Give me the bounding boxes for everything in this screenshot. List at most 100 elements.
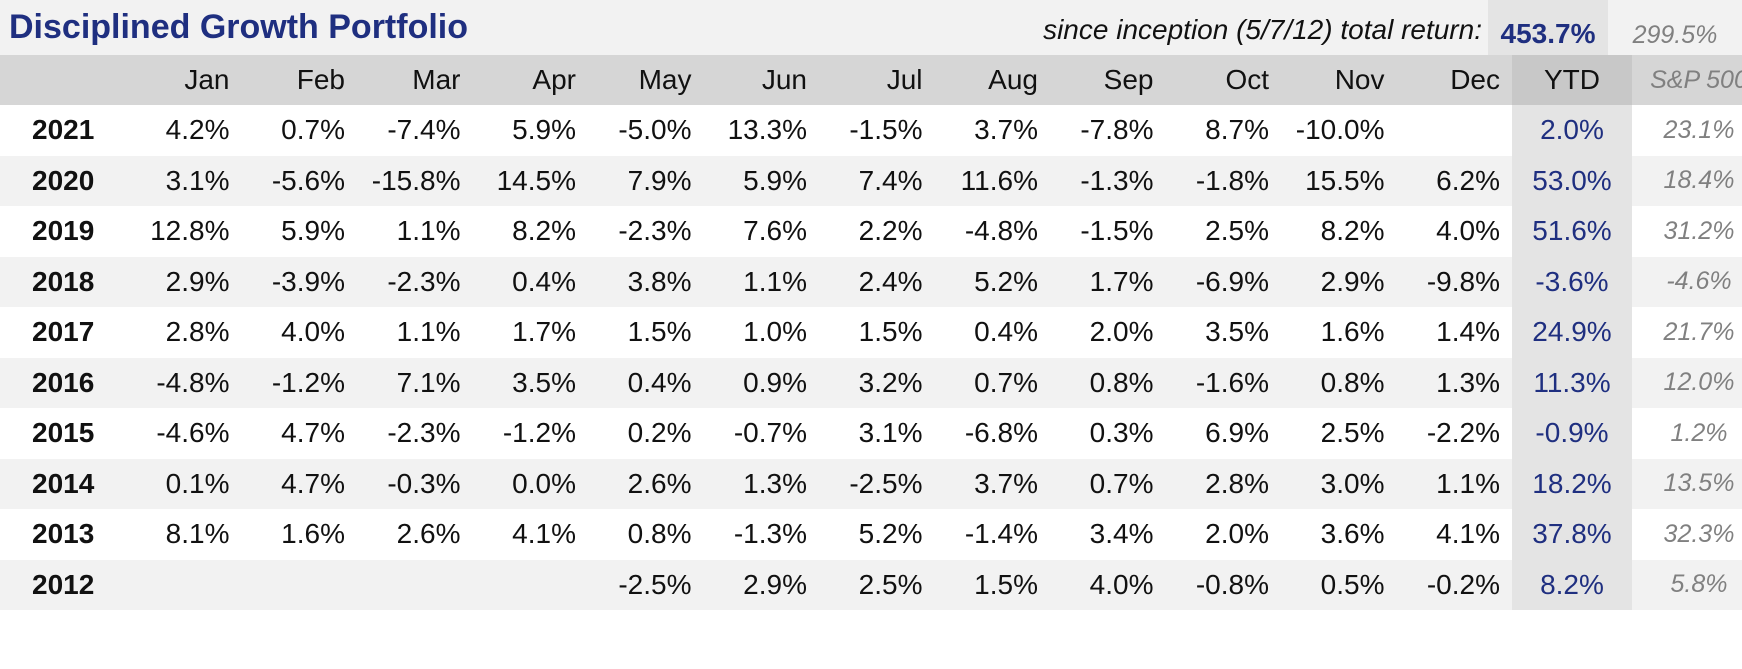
month-return-cell: 3.2% [819, 357, 935, 408]
month-return-cell: 4.1% [1396, 509, 1512, 560]
month-return-cell: 4.7% [241, 458, 357, 509]
month-return-cell: 0.7% [934, 357, 1050, 408]
sp500-return-cell: 18.4% [1632, 155, 1742, 206]
month-return-cell: 2.5% [1165, 206, 1281, 257]
month-return-cell: 0.5% [1281, 559, 1397, 610]
month-return-cell: -0.7% [703, 408, 819, 459]
since-inception-label: since inception (5/7/12) total return: [1043, 14, 1482, 45]
month-return-cell: -4.8% [934, 206, 1050, 257]
month-return-cell: -1.3% [1050, 155, 1166, 206]
since-inception-portfolio-return: 453.7% [1488, 0, 1608, 55]
month-return-cell: 2.0% [1050, 307, 1166, 358]
month-return-cell: -1.2% [472, 408, 588, 459]
table-row: 2012 -2.5% 2.9% 2.5% 1.5% 4.0% -0.8% 0.5% -0.2% 8… [0, 559, 1742, 610]
month-return-cell: 2.0% [1165, 509, 1281, 560]
month-return-cell: 1.5% [819, 307, 935, 358]
month-return-cell: -7.4% [357, 105, 473, 156]
month-return-cell: -1.5% [1050, 206, 1166, 257]
month-return-cell [472, 559, 588, 610]
month-return-cell: -6.9% [1165, 256, 1281, 307]
table-row: 2015 -4.6% 4.7% -2.3% -1.2% 0.2% -0.7% 3.1% -6.8… [0, 408, 1742, 459]
month-return-cell: 1.7% [472, 307, 588, 358]
month-return-cell: -15.8% [357, 155, 473, 206]
column-header-aug: Aug [934, 55, 1050, 105]
sp500-return-cell: 13.5% [1632, 458, 1742, 509]
month-return-cell: 0.8% [1281, 357, 1397, 408]
month-return-cell: -1.6% [1165, 357, 1281, 408]
table-row: 2016 -4.8% -1.2% 7.1% 3.5% 0.4% 0.9% 3.2% 0.7% 0.… [0, 357, 1742, 408]
month-return-cell: 0.7% [1050, 458, 1166, 509]
month-return-cell: 8.7% [1165, 105, 1281, 156]
month-return-cell: 0.1% [126, 458, 242, 509]
month-return-cell: 3.8% [588, 256, 704, 307]
month-return-cell: 2.5% [819, 559, 935, 610]
month-return-cell: -1.8% [1165, 155, 1281, 206]
table-row: 2019 12.8% 5.9% 1.1% 8.2% -2.3% 7.6% 2.2% -4.8% -… [0, 206, 1742, 257]
table-row: 2020 3.1% -5.6% -15.8% 14.5% 7.9% 5.9% 7.4% 11.6… [0, 155, 1742, 206]
table-row: 2018 2.9% -3.9% -2.3% 0.4% 3.8% 1.1% 2.4% 5.2% 1.… [0, 256, 1742, 307]
month-return-cell: 3.4% [1050, 509, 1166, 560]
column-header-sep: Sep [1050, 55, 1166, 105]
month-return-cell: 0.4% [588, 357, 704, 408]
month-return-cell: 1.1% [357, 307, 473, 358]
ytd-return-cell: 18.2% [1512, 458, 1632, 509]
column-header-may: May [588, 55, 704, 105]
month-return-cell: -1.5% [819, 105, 935, 156]
returns-panel: Disciplined Growth Portfolio since incep… [0, 0, 1742, 610]
month-return-cell: 3.7% [934, 458, 1050, 509]
sp500-return-cell: 1.2% [1632, 408, 1742, 459]
month-return-cell: -6.8% [934, 408, 1050, 459]
month-return-cell: 1.1% [357, 206, 473, 257]
monthly-returns-table: Jan Feb Mar Apr May Jun Jul Aug Sep Oct Nov Dec YTD S… [0, 55, 1742, 610]
month-return-cell: -9.8% [1396, 256, 1512, 307]
month-return-cell: -0.2% [1396, 559, 1512, 610]
month-return-cell: 2.9% [1281, 256, 1397, 307]
row-year: 2020 [0, 155, 126, 206]
row-year: 2014 [0, 458, 126, 509]
month-return-cell: 3.0% [1281, 458, 1397, 509]
sp500-return-cell: 21.7% [1632, 307, 1742, 358]
column-header-year [0, 55, 126, 105]
column-header-ytd: YTD [1512, 55, 1632, 105]
month-return-cell: 0.4% [472, 256, 588, 307]
month-return-cell: 2.2% [819, 206, 935, 257]
month-return-cell: 15.5% [1281, 155, 1397, 206]
month-return-cell: 3.7% [934, 105, 1050, 156]
ytd-return-cell: 37.8% [1512, 509, 1632, 560]
ytd-return-cell: 24.9% [1512, 307, 1632, 358]
month-return-cell [241, 559, 357, 610]
column-header-sp500: S&P 500 [1632, 55, 1742, 105]
month-return-cell: 2.8% [1165, 458, 1281, 509]
month-return-cell [1396, 105, 1512, 156]
month-return-cell: 0.8% [588, 509, 704, 560]
column-header-feb: Feb [241, 55, 357, 105]
ytd-return-cell: 51.6% [1512, 206, 1632, 257]
month-return-cell: 12.8% [126, 206, 242, 257]
month-return-cell: 7.6% [703, 206, 819, 257]
month-return-cell: 5.9% [472, 105, 588, 156]
column-header-jun: Jun [703, 55, 819, 105]
month-return-cell: 0.7% [241, 105, 357, 156]
month-return-cell: 7.4% [819, 155, 935, 206]
month-return-cell: 13.3% [703, 105, 819, 156]
month-return-cell: -5.6% [241, 155, 357, 206]
month-return-cell: 4.1% [472, 509, 588, 560]
month-return-cell: 4.0% [241, 307, 357, 358]
month-return-cell: 2.6% [357, 509, 473, 560]
since-inception-sp500-return: 299.5% [1632, 21, 1718, 49]
month-return-cell: 1.5% [934, 559, 1050, 610]
row-year: 2017 [0, 307, 126, 358]
month-return-cell: 1.6% [241, 509, 357, 560]
month-return-cell: 5.2% [819, 509, 935, 560]
month-return-cell: -1.4% [934, 509, 1050, 560]
month-return-cell: 0.4% [934, 307, 1050, 358]
month-return-cell: 1.1% [1396, 458, 1512, 509]
page-title: Disciplined Growth Portfolio [9, 8, 468, 46]
month-return-cell: 11.6% [934, 155, 1050, 206]
month-return-cell: 1.7% [1050, 256, 1166, 307]
month-return-cell: -0.3% [357, 458, 473, 509]
ytd-return-cell: 2.0% [1512, 105, 1632, 156]
month-return-cell: 8.2% [472, 206, 588, 257]
sp500-return-cell: 23.1% [1632, 105, 1742, 156]
month-return-cell: 5.9% [241, 206, 357, 257]
